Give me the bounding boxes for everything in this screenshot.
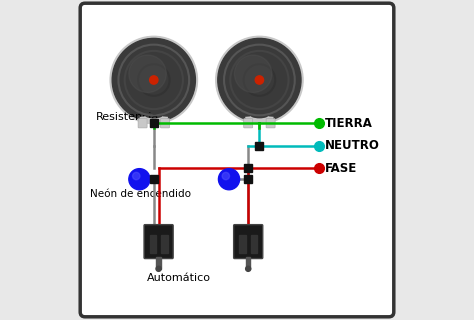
Circle shape — [150, 76, 158, 84]
Text: Resistencia: Resistencia — [96, 112, 159, 122]
FancyBboxPatch shape — [144, 225, 173, 259]
Circle shape — [112, 38, 195, 122]
Text: FASE: FASE — [325, 162, 357, 174]
FancyBboxPatch shape — [266, 119, 275, 128]
Bar — [239, 235, 246, 253]
Circle shape — [110, 36, 198, 124]
Circle shape — [218, 38, 301, 122]
Circle shape — [156, 266, 161, 271]
Bar — [246, 257, 250, 269]
Circle shape — [255, 76, 264, 84]
Circle shape — [222, 172, 229, 180]
FancyBboxPatch shape — [80, 3, 394, 317]
Text: Neón de encendido: Neón de encendido — [90, 188, 191, 199]
Text: Automático: Automático — [147, 273, 211, 284]
Bar — [251, 235, 257, 253]
Circle shape — [133, 172, 140, 180]
Circle shape — [219, 169, 239, 190]
Circle shape — [129, 55, 166, 92]
FancyBboxPatch shape — [234, 225, 263, 259]
Text: NEUTRO: NEUTRO — [325, 139, 380, 152]
Circle shape — [235, 55, 272, 92]
Text: TIERRA: TIERRA — [325, 117, 373, 130]
Bar — [161, 235, 168, 253]
Bar — [156, 257, 161, 269]
Circle shape — [216, 36, 303, 124]
Circle shape — [246, 266, 251, 271]
FancyBboxPatch shape — [161, 119, 170, 128]
Circle shape — [129, 169, 150, 190]
FancyBboxPatch shape — [138, 119, 147, 128]
Bar — [150, 235, 156, 253]
FancyBboxPatch shape — [244, 119, 253, 128]
